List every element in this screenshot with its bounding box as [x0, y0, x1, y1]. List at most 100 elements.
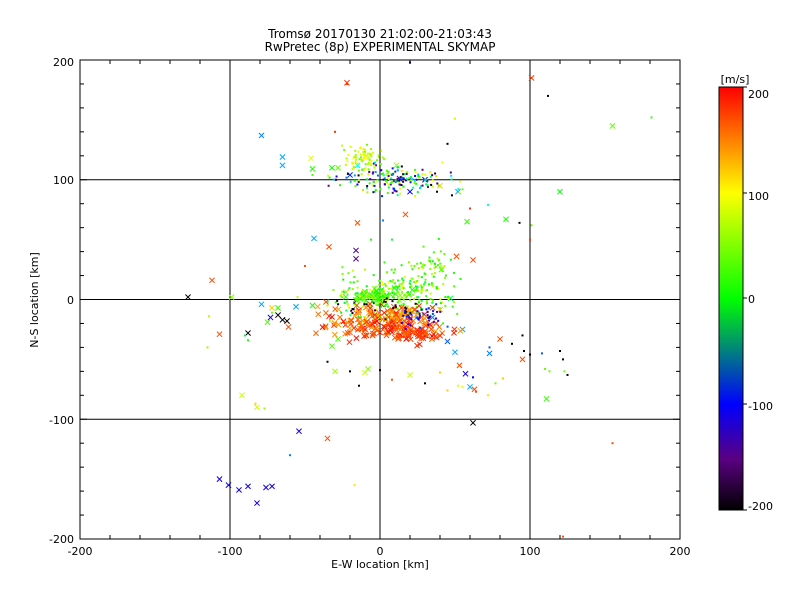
data-point-cross	[361, 288, 368, 295]
data-point-cross	[367, 310, 374, 317]
data-point-cross	[368, 294, 375, 301]
data-point-cross	[269, 304, 275, 311]
data-point-dot	[381, 299, 384, 302]
data-point-dot	[407, 313, 410, 316]
data-point-dot	[327, 184, 330, 187]
data-point-dot	[373, 164, 376, 167]
data-point-dot	[387, 281, 390, 284]
data-point-dot	[414, 302, 417, 305]
data-point-dot	[354, 292, 357, 295]
data-point-dot	[387, 183, 390, 186]
data-point-dot	[429, 170, 432, 173]
colorbar-label: [m/s]	[721, 73, 750, 86]
data-point-dot	[370, 155, 373, 158]
data-point-dot	[410, 313, 413, 316]
data-point-dot	[359, 153, 362, 156]
data-point-dot	[418, 314, 421, 317]
data-point-dot	[341, 144, 344, 147]
data-point-dot	[436, 264, 439, 267]
data-point-dot	[208, 315, 210, 318]
data-point-dot	[413, 280, 416, 283]
data-point-dot	[384, 304, 387, 307]
data-point-cross	[400, 305, 407, 312]
data-point-dot	[368, 288, 371, 291]
data-point-dot	[443, 253, 446, 256]
data-point-dot	[372, 162, 375, 165]
data-point-dot	[396, 301, 399, 304]
data-point-dot	[392, 271, 395, 274]
data-point-dot	[378, 279, 381, 282]
data-point-dot	[352, 281, 355, 284]
data-point-dot	[416, 262, 419, 265]
data-point-cross	[342, 321, 349, 328]
data-point-dot	[530, 224, 533, 227]
data-point-dot	[416, 285, 419, 288]
data-point-dot	[402, 281, 405, 284]
data-point-dot	[357, 180, 360, 183]
data-point-dot	[342, 290, 345, 293]
data-point-dot	[354, 185, 357, 188]
data-point-dot	[425, 300, 428, 303]
data-point-dot	[394, 180, 397, 183]
y-axis-label: N-S location [km]	[28, 252, 41, 348]
data-point-cross	[353, 335, 360, 342]
data-point-dot	[400, 165, 403, 168]
data-point-cross	[354, 162, 361, 169]
data-point-dot	[371, 301, 374, 304]
data-point-dot	[348, 306, 351, 309]
data-point-dot	[420, 291, 423, 294]
data-point-dot	[423, 272, 426, 275]
data-point-dot	[364, 148, 367, 151]
data-point-dot	[436, 310, 439, 313]
data-point-dot	[414, 168, 417, 171]
data-point-dot	[440, 265, 443, 268]
data-point-dot	[374, 161, 377, 164]
y-tick-label: 100	[53, 174, 74, 187]
data-point-cross	[429, 314, 436, 321]
data-point-dot	[346, 82, 348, 85]
data-point-cross	[369, 330, 376, 337]
data-point-dot	[346, 172, 349, 175]
data-point-dot	[548, 370, 551, 373]
data-point-cross	[432, 328, 439, 335]
data-point-dot	[354, 149, 357, 152]
data-point-cross	[355, 308, 362, 315]
data-point-cross	[342, 293, 349, 300]
data-point-cross	[396, 297, 403, 303]
data-point-dot	[456, 312, 459, 315]
data-point-dot	[398, 288, 401, 291]
data-point-dot	[438, 266, 441, 269]
data-point-cross	[397, 317, 404, 324]
data-point-dot	[420, 300, 423, 303]
x-tick-label: -200	[68, 545, 93, 558]
data-point-dot	[383, 158, 386, 161]
data-point-dot	[374, 189, 377, 192]
data-point-dot	[446, 296, 449, 299]
data-point-dot	[403, 311, 406, 314]
data-point-dot	[381, 173, 384, 176]
data-point-dot	[367, 161, 370, 164]
data-point-dot	[461, 188, 464, 191]
data-point-dot	[401, 277, 404, 280]
data-point-dot	[405, 296, 408, 299]
data-point-dot	[334, 130, 336, 133]
data-point-dot	[362, 150, 365, 153]
data-point-cross	[331, 322, 337, 329]
data-point-cross	[354, 219, 361, 226]
data-point-dot	[419, 326, 422, 329]
data-point-dot	[396, 286, 399, 289]
data-point-cross	[384, 307, 391, 314]
data-point-dot	[423, 264, 426, 267]
data-point-dot	[393, 293, 396, 296]
data-point-dot	[381, 283, 384, 286]
data-point-dot	[402, 177, 405, 180]
data-point-dot	[454, 117, 456, 120]
data-point-dot	[377, 156, 380, 159]
data-point-dot	[426, 314, 429, 317]
data-point-dot	[244, 334, 246, 337]
data-point-cross	[407, 336, 414, 343]
data-point-dot	[345, 300, 348, 303]
data-point-dot	[354, 161, 357, 164]
data-point-dot	[437, 259, 440, 262]
colorbar-tick-label: 0	[748, 293, 755, 306]
